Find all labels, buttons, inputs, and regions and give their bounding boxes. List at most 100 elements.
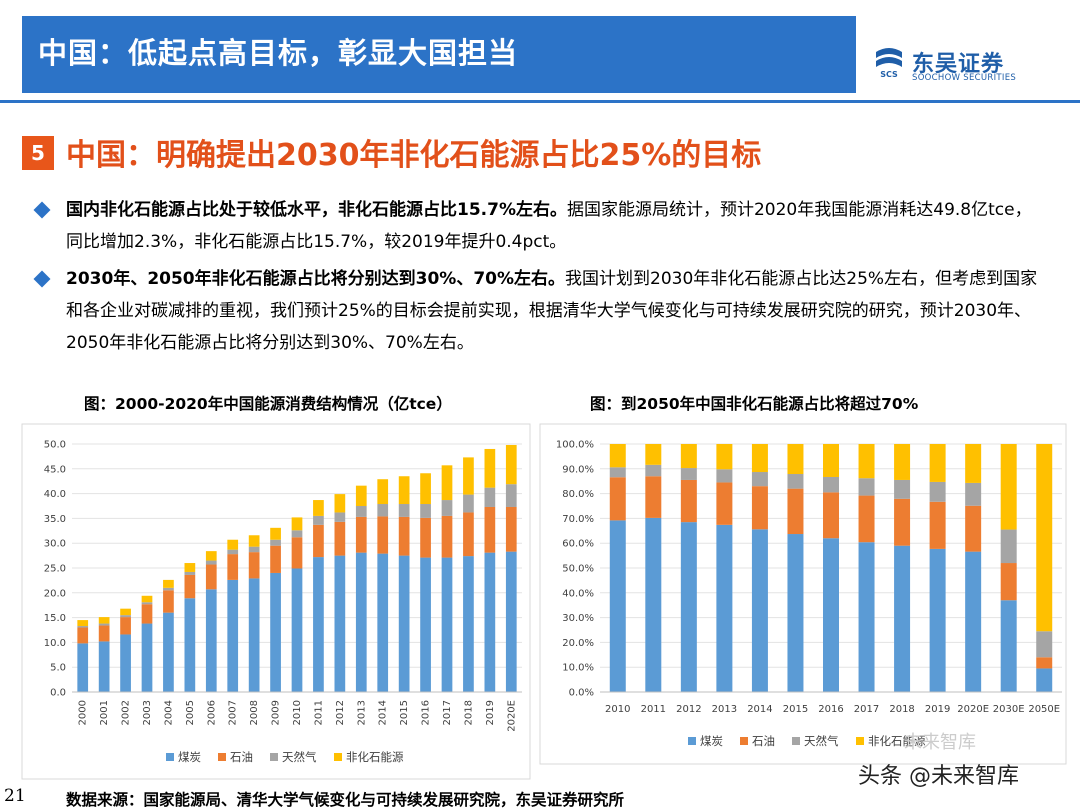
bar-segment — [163, 587, 174, 591]
bar-segment — [463, 494, 474, 513]
x-tick-label: 2002 — [121, 700, 132, 725]
bar-segment — [751, 444, 768, 473]
x-tick-label: 2008 — [249, 700, 260, 725]
bar-segment — [248, 546, 260, 553]
bar-segment — [77, 627, 89, 644]
x-tick-label: 2050E — [1028, 704, 1060, 715]
bar-segment — [929, 548, 946, 692]
bar-segment — [645, 444, 662, 465]
y-tick-label: 70.0% — [562, 514, 594, 525]
y-tick-label: 60.0% — [562, 539, 594, 550]
bar-segment — [894, 479, 911, 499]
legend-label: 石油 — [230, 750, 253, 764]
bar-segment — [929, 444, 946, 482]
section-number-badge: 5 — [22, 136, 54, 170]
bar-segment — [1000, 563, 1017, 601]
bar-segment — [505, 484, 517, 507]
bar-segment — [441, 515, 453, 558]
bar-segment — [751, 486, 768, 530]
legend-label: 非化石能源 — [868, 734, 926, 748]
bar-segment — [248, 578, 260, 692]
bar-segment — [858, 495, 875, 543]
bar-segment — [505, 444, 517, 485]
bar-segment — [751, 472, 768, 487]
x-tick-label: 2016 — [421, 700, 432, 725]
bar-segment — [609, 477, 626, 521]
bar-segment — [184, 563, 196, 572]
bar-segment — [98, 617, 110, 624]
bar-segment — [227, 579, 239, 692]
bar-segment — [205, 589, 217, 692]
bar-segment — [398, 504, 410, 517]
bar-segment — [484, 506, 496, 553]
data-source-note: 数据来源：国家能源局、清华大学气候变化与可持续发展研究院，东吴证券研究所 — [66, 791, 625, 809]
bar-segment — [716, 469, 733, 483]
bar-segment — [227, 549, 239, 555]
bar-segment — [163, 579, 174, 588]
bar-segment — [787, 488, 804, 535]
legend-label: 天然气 — [804, 734, 839, 748]
bar-segment — [787, 474, 804, 489]
bar-segment — [398, 555, 410, 692]
logo-chinese-name: 东吴证券 — [912, 52, 1005, 77]
bar-segment — [313, 524, 324, 558]
bar-segment — [141, 595, 153, 603]
bar-segment — [398, 476, 410, 505]
y-tick-label: 10.0% — [562, 663, 594, 674]
x-tick-label: 2009 — [271, 700, 282, 725]
legend-swatch — [856, 737, 864, 745]
bar-segment — [291, 537, 303, 569]
bar-segment — [355, 506, 367, 517]
bar-segment — [163, 612, 174, 692]
x-tick-label: 2017 — [854, 704, 879, 715]
y-tick-label: 35.0 — [44, 514, 66, 525]
legend-swatch — [792, 737, 800, 745]
bar-segment — [1000, 600, 1017, 692]
bar-segment — [398, 516, 410, 556]
bar-segment — [965, 482, 982, 506]
bar-segment — [645, 517, 662, 692]
bullet-1-text: 据国家能源局统计，预计2020年我国能源消耗达49.8亿tce，同比增加2.3%… — [66, 200, 1032, 252]
bar-segment — [227, 554, 239, 580]
bar-segment — [1036, 668, 1053, 692]
bar-segment — [184, 598, 196, 692]
y-tick-label: 90.0% — [562, 464, 594, 475]
bar-segment — [645, 476, 662, 518]
y-tick-label: 50.0% — [562, 564, 594, 575]
bar-segment — [965, 505, 982, 552]
chart2-caption: 图：到2050年中国非化石能源占比将超过70% — [590, 395, 919, 413]
bar-segment — [184, 574, 196, 599]
x-tick-label: 2005 — [185, 700, 196, 725]
bar-segment — [463, 457, 474, 495]
bar-segment — [313, 515, 324, 525]
x-tick-label: 2018 — [463, 700, 474, 725]
bar-segment — [420, 517, 431, 558]
bar-segment — [965, 444, 982, 483]
bar-segment — [505, 506, 517, 552]
bar-segment — [355, 485, 367, 506]
bar-segment — [77, 626, 89, 628]
bar-segment — [680, 444, 697, 469]
bar-segment — [463, 556, 474, 692]
logo-english-name: SOOCHOW SECURITIES — [912, 73, 1017, 83]
bar-segment — [355, 516, 367, 553]
bar-segment — [716, 482, 733, 525]
bar-segment — [227, 539, 239, 550]
x-tick-label: 2004 — [163, 700, 174, 725]
bar-segment — [355, 552, 367, 692]
y-tick-label: 0.0% — [569, 688, 594, 699]
bar-segment — [787, 534, 804, 692]
bar-segment — [609, 467, 626, 478]
bar-segment — [823, 492, 839, 539]
bar-segment — [858, 542, 875, 692]
x-tick-label: 2006 — [206, 700, 217, 725]
bar-segment — [420, 504, 431, 518]
page-number: 21 — [4, 786, 26, 806]
bar-segment — [205, 560, 217, 565]
bar-segment — [441, 557, 453, 692]
bar-segment — [334, 512, 346, 522]
bar-segment — [141, 604, 153, 624]
bullet-2-bold: 2030年、2050年非化石能源占比将分别达到30%、70%左右。 — [66, 269, 566, 289]
bar-segment — [716, 444, 733, 470]
